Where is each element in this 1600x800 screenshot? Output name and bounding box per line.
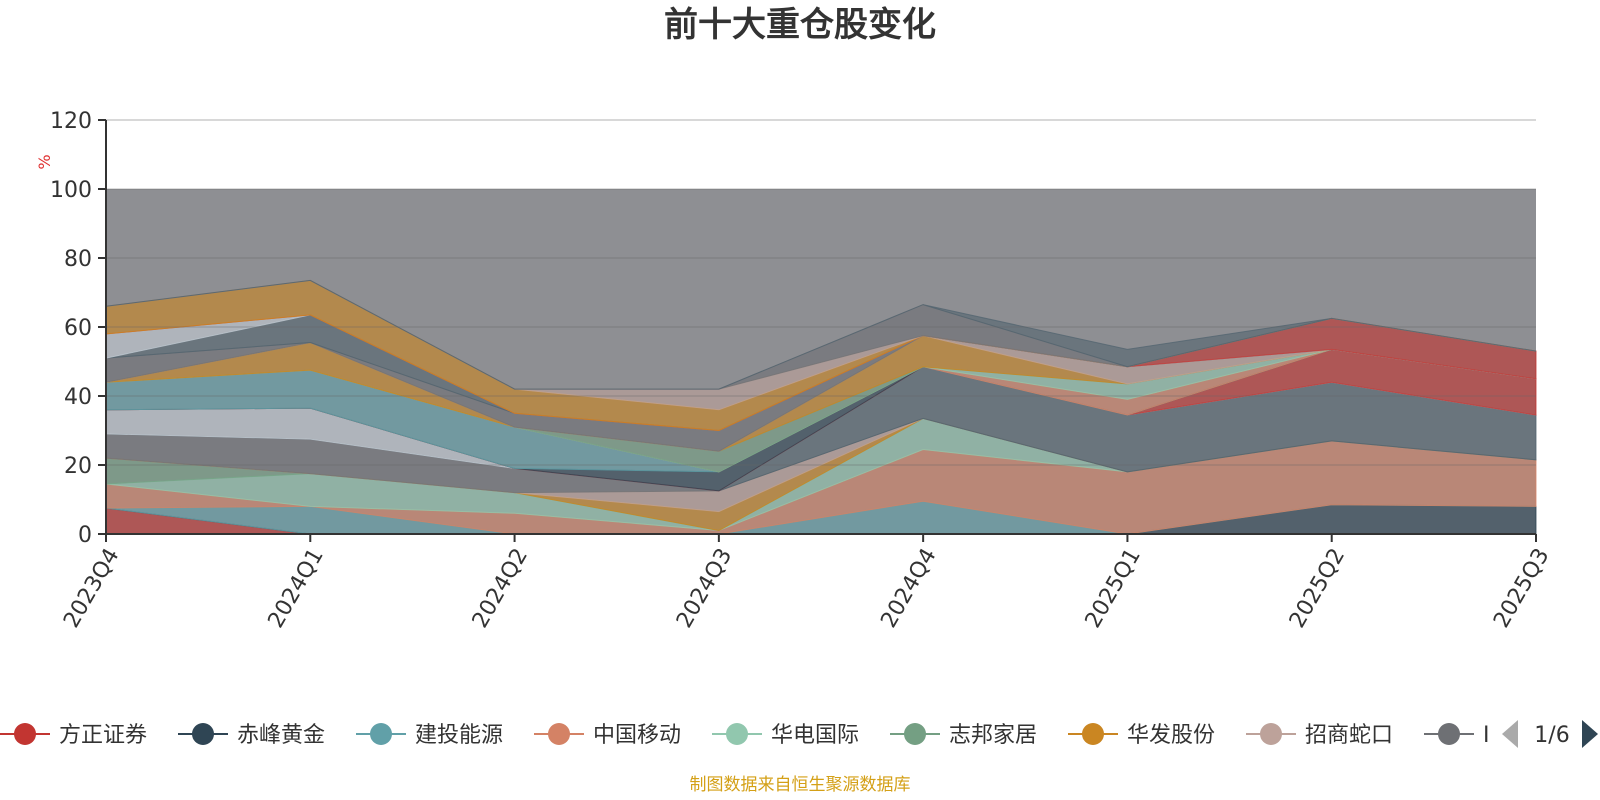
legend-label: 建投能源 bbox=[415, 723, 503, 748]
y-axis-unit: % bbox=[35, 154, 54, 169]
legend-item[interactable]: 建投能源 bbox=[356, 723, 503, 748]
legend-item[interactable]: 志邦家居 bbox=[890, 723, 1037, 748]
y-tick-label: 20 bbox=[64, 454, 92, 479]
legend-label: 赤峰黄金 bbox=[237, 723, 325, 748]
area-series-32[interactable] bbox=[105, 279, 1537, 390]
x-tick-label: 2025Q1 bbox=[1081, 544, 1146, 632]
legend-label: 华电国际 bbox=[771, 723, 859, 748]
legend-item[interactable]: 中国移动 bbox=[534, 723, 681, 748]
legend-marker bbox=[370, 723, 392, 745]
legend-item[interactable]: 华发股份 bbox=[1068, 723, 1215, 748]
legend-prev-page-icon[interactable] bbox=[1502, 720, 1518, 748]
legend-item[interactable]: 方正证券 bbox=[0, 723, 147, 748]
legend-marker bbox=[904, 723, 926, 745]
x-tick-label: 2023Q4 bbox=[59, 544, 124, 632]
legend-next-page-icon[interactable] bbox=[1582, 720, 1598, 748]
legend-label: 方正证券 bbox=[59, 723, 147, 748]
legend-marker bbox=[1082, 723, 1104, 745]
chart-title: 前十大重仓股变化 bbox=[664, 5, 936, 45]
y-tick-label: 60 bbox=[64, 316, 92, 341]
legend-item[interactable]: I bbox=[1424, 723, 1490, 748]
legend-item[interactable]: 华电国际 bbox=[712, 723, 859, 748]
legend-label: 志邦家居 bbox=[949, 723, 1037, 748]
legend-marker bbox=[192, 723, 214, 745]
x-tick-label: 2024Q4 bbox=[876, 544, 941, 632]
x-tick-label: 2024Q2 bbox=[468, 544, 533, 632]
x-tick-label: 2025Q2 bbox=[1285, 544, 1350, 632]
legend-marker bbox=[1438, 723, 1460, 745]
x-tick-label: 2024Q1 bbox=[264, 544, 329, 632]
legend-label: 中国移动 bbox=[593, 723, 681, 748]
legend-item[interactable]: 赤峰黄金 bbox=[178, 723, 325, 748]
y-tick-label: 80 bbox=[64, 247, 92, 272]
legend-marker bbox=[1260, 723, 1282, 745]
legend-marker bbox=[548, 723, 570, 745]
y-tick-label: 100 bbox=[50, 178, 92, 203]
legend-marker bbox=[14, 723, 36, 745]
x-tick-label: 2024Q3 bbox=[672, 544, 737, 632]
legend-page-indicator: 1/6 bbox=[1534, 723, 1569, 748]
y-tick-label: 120 bbox=[50, 109, 92, 134]
legend-label: 华发股份 bbox=[1127, 723, 1215, 748]
data-source-note: 制图数据来自恒生聚源数据库 bbox=[690, 775, 911, 795]
legend-marker bbox=[726, 723, 748, 745]
legend-item[interactable]: 招商蛇口 bbox=[1246, 723, 1393, 748]
x-tick-label: 2025Q3 bbox=[1489, 544, 1554, 632]
legend-label: I bbox=[1483, 723, 1490, 748]
y-tick-label: 40 bbox=[64, 385, 92, 410]
y-tick-label: 0 bbox=[78, 523, 92, 548]
legend-label: 招商蛇口 bbox=[1305, 723, 1393, 748]
